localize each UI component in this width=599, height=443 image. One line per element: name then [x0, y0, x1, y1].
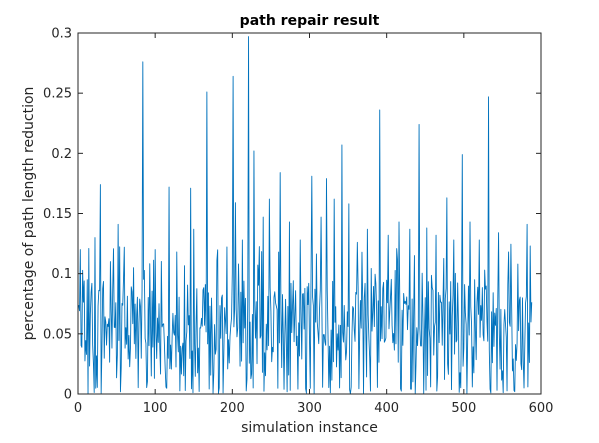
- y-tick-label: 0: [64, 388, 72, 403]
- y-axis-label: percentage of path length reduction: [21, 87, 37, 341]
- y-tick-label: 0.3: [51, 27, 72, 42]
- x-tick-label: 100: [143, 401, 168, 416]
- x-tick-label: 0: [74, 401, 82, 416]
- x-tick-label: 400: [374, 401, 399, 416]
- x-axis-label: simulation instance: [241, 420, 378, 436]
- y-tick-label: 0.05: [43, 327, 72, 342]
- x-tick-label: 500: [451, 401, 476, 416]
- x-tick-label: 300: [297, 401, 322, 416]
- y-tick-label: 0.2: [51, 147, 72, 162]
- chart-title: path repair result: [240, 13, 380, 29]
- y-tick-label: 0.25: [43, 87, 72, 102]
- ticks-layer: 0 100 200 300 400 500 600 0 0.05 0.1 0.15 0.2 0.25 0.…: [43, 27, 553, 417]
- y-tick-label: 0.15: [43, 207, 72, 222]
- y-tick-label: 0.1: [51, 267, 72, 282]
- series-layer: [78, 36, 533, 395]
- x-tick-label: 200: [220, 401, 245, 416]
- series-line: [78, 36, 533, 395]
- x-tick-label: 600: [529, 401, 554, 416]
- axes-box: [77, 32, 542, 395]
